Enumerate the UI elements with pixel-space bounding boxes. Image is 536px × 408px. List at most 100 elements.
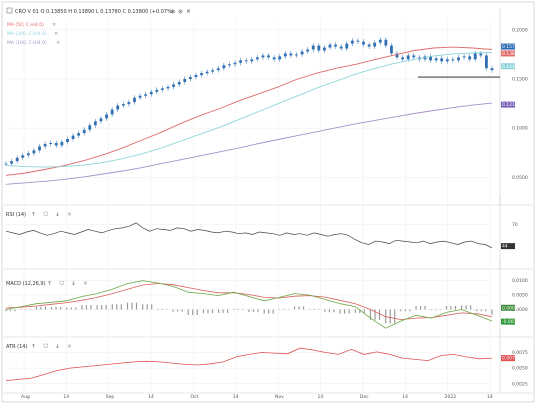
y-tick-label: 0.0000 [512,307,528,313]
candle-body [283,53,287,57]
candle-body [60,141,64,146]
candle-body [473,53,477,60]
macd-signal-line [5,283,493,321]
close-icon[interactable] [54,31,58,35]
candle-body [43,143,47,147]
arrow-up-icon[interactable] [31,211,36,216]
candle-body [244,60,248,62]
close-icon[interactable] [67,344,72,348]
candle-body [468,56,472,60]
arrow-up-icon[interactable] [31,343,36,348]
macd-header: MACD (12,26,9) [6,280,88,287]
y-tick-label: 0.0050 [512,293,528,299]
x-tick-label: 14 [487,394,493,400]
candle-body [373,42,377,47]
expand-icon[interactable] [43,343,48,348]
candle-body [317,45,321,51]
candle-body [166,86,170,89]
atr-label: ATR (14) [6,344,27,350]
ma-legend: MA (50, C.Hi4.0) MA (200, C.Hi4.0) MA (100… [7,22,60,46]
candle-body [222,65,226,69]
candle-body [172,84,175,87]
candle-body [367,44,371,47]
candle-body [345,43,349,49]
candle-body [49,142,53,144]
macd-label: MACD (12,26,9) [6,281,46,287]
candle-body [4,163,8,165]
price-badge-text: 0.1215 [502,102,518,108]
macd-badge [501,304,515,311]
candle-body [21,155,25,158]
close-icon[interactable] [186,9,191,13]
candle-body [205,71,209,74]
candle-body [339,46,343,49]
y-tick-label: 70 [512,222,518,228]
price-badge [501,101,515,108]
macd-badge [501,318,515,325]
toolbar: CRO V 01 O 0.13850 H 0.13890 L 0.13780 C… [6,7,191,15]
eye-icon[interactable] [169,9,176,14]
candle-body [144,94,148,96]
rsi-label: RSI (14) [6,212,26,218]
x-tick-label: 14 [318,394,324,400]
candle-body [412,55,416,58]
x-tick-label: Oct [190,394,198,400]
candle-body [289,53,293,56]
candle-body [228,64,231,66]
candle-body [306,49,310,52]
arrow-down-icon[interactable] [55,344,60,349]
gear-icon[interactable] [178,9,183,14]
price-badge-text: 0.1380 [502,51,518,57]
close-icon[interactable] [56,40,60,44]
candle-body [71,135,75,140]
candle-body [233,62,237,65]
candle-body [267,55,270,58]
candle-body [133,97,136,103]
expand-icon[interactable] [43,211,48,216]
macd-line [5,280,493,329]
candle-body [323,47,326,51]
y-tick-label: 0.0100 [512,278,528,284]
legend-entry: MA (50, C.Hi4.0) [7,22,44,28]
candle-body [99,118,103,122]
arrow-down-icon[interactable] [71,281,76,286]
rsi-line [5,222,493,249]
candle-body [26,153,30,156]
ma100-line [5,102,493,185]
rsi-panel: 70 44 [5,222,518,250]
arrow-down-icon[interactable] [55,212,60,217]
rsi-header: RSI (14) [6,211,72,218]
candle-body [116,105,120,110]
candle-body [177,81,181,85]
y-tick-label: 0.0050 [512,366,528,372]
price-badge-text: 0.1570 [502,44,518,50]
close-icon[interactable] [83,281,88,285]
x-tick-label: 14 [63,394,69,400]
atr-badge-text: 0.0070 [502,356,518,362]
candle-body [66,139,69,142]
candle-body [395,53,399,58]
candle-body [278,56,282,60]
candle-body [32,150,36,154]
candle-body [445,59,449,62]
candle-body [272,57,276,60]
candle-body [255,57,259,60]
y-tick-label: 0.0075 [512,350,528,356]
candle-body [194,75,198,78]
candle-body [250,59,254,62]
candle-body [121,104,125,106]
close-icon[interactable] [52,22,56,26]
symbol-box[interactable] [6,7,13,14]
arrow-up-icon[interactable] [47,280,52,285]
x-tick-label: 14 [148,394,154,400]
legend-entry: MA (100, C.Hi4.0) [7,40,47,46]
candle-body [105,114,108,119]
candle-body [362,41,365,45]
legend-entry: MA (200, C.Hi4.0) [7,31,47,37]
candle-body [390,45,393,54]
close-icon[interactable] [67,212,72,216]
candle-body [188,77,192,80]
expand-icon[interactable] [59,280,64,285]
